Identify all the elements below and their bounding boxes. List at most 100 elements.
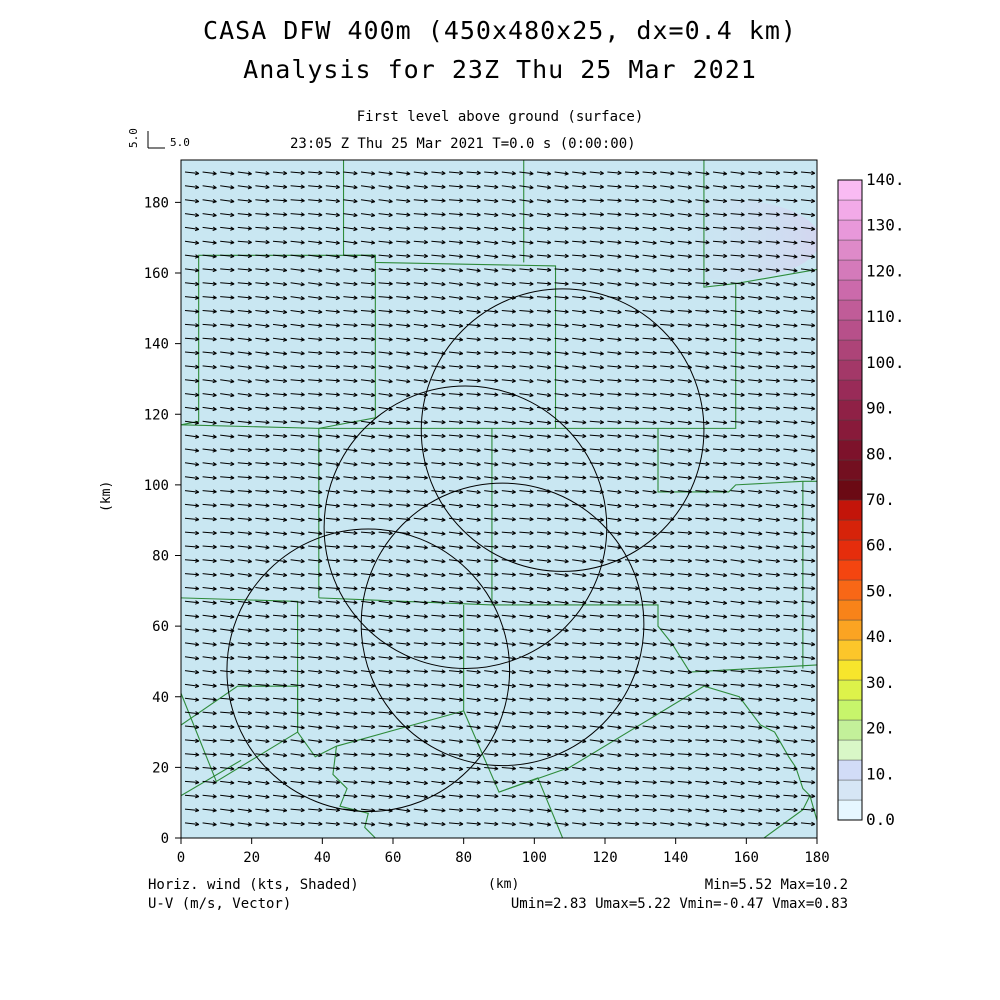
wind-vector-arrow	[589, 447, 605, 453]
wind-vector-arrow	[730, 586, 745, 592]
wind-vector-arrow	[325, 295, 340, 301]
wind-vector-arrow	[589, 586, 604, 591]
wind-vector-arrow	[413, 697, 428, 702]
wind-vector-arrow	[501, 642, 516, 647]
wind-vector-arrow	[677, 780, 692, 785]
wind-vector-arrow	[677, 226, 692, 231]
wind-vector-arrow	[642, 821, 657, 827]
wind-vector-arrow	[536, 365, 552, 370]
wind-vector-arrow	[448, 240, 464, 245]
wind-vector-arrow	[765, 364, 780, 370]
wind-vector-arrow	[624, 558, 640, 563]
wind-vector-arrow	[484, 364, 499, 369]
wind-vector-arrow	[765, 641, 780, 646]
wind-vector-arrow	[325, 711, 340, 716]
wind-vector-arrow	[660, 184, 675, 190]
wind-vector-arrow	[589, 184, 604, 189]
wind-vector-arrow	[501, 378, 516, 383]
wind-vector-arrow	[255, 184, 270, 190]
wind-vector-arrow	[360, 323, 376, 328]
wind-vector-arrow	[184, 489, 200, 494]
wind-vector-arrow	[220, 378, 235, 384]
wind-vector-arrow	[748, 309, 763, 315]
wind-vector-arrow	[677, 530, 693, 536]
wind-vector-arrow	[730, 697, 745, 702]
wind-vector-arrow	[184, 614, 200, 619]
wind-vector-arrow	[396, 489, 411, 494]
wind-vector-arrow	[536, 600, 552, 605]
wind-vector-arrow	[396, 752, 411, 758]
wind-vector-arrow	[343, 295, 358, 300]
wind-vector-arrow	[396, 545, 411, 550]
wind-vector-arrow	[501, 544, 517, 549]
wind-vector-arrow	[308, 323, 323, 328]
plot-frame	[180, 159, 818, 839]
wind-vector-arrow	[308, 780, 323, 785]
wind-vector-arrow	[607, 669, 622, 674]
wind-vector-arrow	[800, 378, 816, 383]
wind-vector-arrow	[501, 226, 516, 232]
wind-vector-arrow	[325, 198, 340, 204]
wind-vector-arrow	[660, 434, 675, 439]
wind-vector-arrow	[660, 226, 675, 232]
wind-vector-arrow	[501, 240, 516, 245]
wind-vector-arrow	[572, 433, 587, 439]
wind-vector-arrow	[730, 808, 745, 813]
wind-vector-arrow	[660, 392, 675, 397]
wind-vector-arrow	[396, 171, 411, 176]
wind-vector-arrow	[431, 711, 446, 716]
wind-vector-arrow	[413, 627, 428, 633]
wind-vector-arrow	[466, 226, 481, 231]
wind-vector-arrow	[413, 641, 428, 647]
wind-vector-arrow	[255, 531, 270, 536]
wind-vector-arrow	[202, 544, 217, 550]
wind-vector-arrow	[660, 821, 675, 827]
wind-vector-arrow	[255, 295, 270, 301]
wind-vector-arrow	[536, 226, 552, 231]
wind-vector-arrow	[730, 337, 745, 342]
wind-vector-arrow	[484, 600, 499, 605]
wind-vector-arrow	[378, 628, 393, 633]
wind-vector-arrow	[255, 738, 270, 744]
colorbar-segment	[837, 479, 863, 501]
wind-vector-arrow	[308, 531, 323, 536]
wind-vector-arrow	[202, 766, 217, 771]
wind-vector-arrow	[360, 544, 376, 550]
wind-vector-arrow	[448, 794, 464, 799]
wind-vector-arrow	[572, 808, 587, 813]
wind-vector-arrow	[378, 185, 393, 190]
wind-vector-arrow	[466, 378, 481, 383]
wind-vector-arrow	[783, 599, 798, 605]
wind-vector-arrow	[184, 364, 200, 370]
wind-vector-arrow	[748, 572, 763, 578]
wind-vector-arrow	[748, 170, 763, 176]
wind-vector-arrow	[712, 696, 728, 702]
wind-vector-arrow	[325, 448, 340, 453]
wind-vector-arrow	[765, 419, 781, 425]
colorbar-segment	[837, 539, 863, 561]
wind-vector-arrow	[536, 766, 552, 771]
wind-vector-arrow	[290, 766, 305, 772]
wind-vector-arrow	[730, 489, 745, 494]
wind-vector-arrow	[325, 600, 340, 605]
wind-vector-arrow	[484, 448, 499, 453]
wind-vector-arrow	[677, 516, 693, 522]
wind-vector-arrow	[624, 807, 640, 813]
wind-vector-arrow	[800, 793, 816, 799]
wind-vector-arrow	[589, 226, 605, 231]
wind-vector-arrow	[695, 253, 710, 259]
wind-vector-arrow	[290, 323, 305, 328]
wind-vector-arrow	[607, 364, 622, 370]
wind-vector-arrow	[660, 711, 675, 716]
wind-vector-arrow	[519, 226, 534, 231]
wind-vector-arrow	[484, 766, 499, 771]
wind-vector-arrow	[308, 226, 323, 231]
wind-vector-arrow	[484, 572, 499, 577]
wind-vector-arrow	[501, 724, 516, 730]
wind-vector-arrow	[607, 419, 622, 425]
wind-vector-arrow	[519, 683, 534, 688]
wind-vector-arrow	[677, 655, 692, 661]
wind-vector-arrow	[800, 295, 816, 301]
wind-vector-arrow	[184, 406, 200, 411]
wind-vector-arrow	[519, 489, 534, 494]
